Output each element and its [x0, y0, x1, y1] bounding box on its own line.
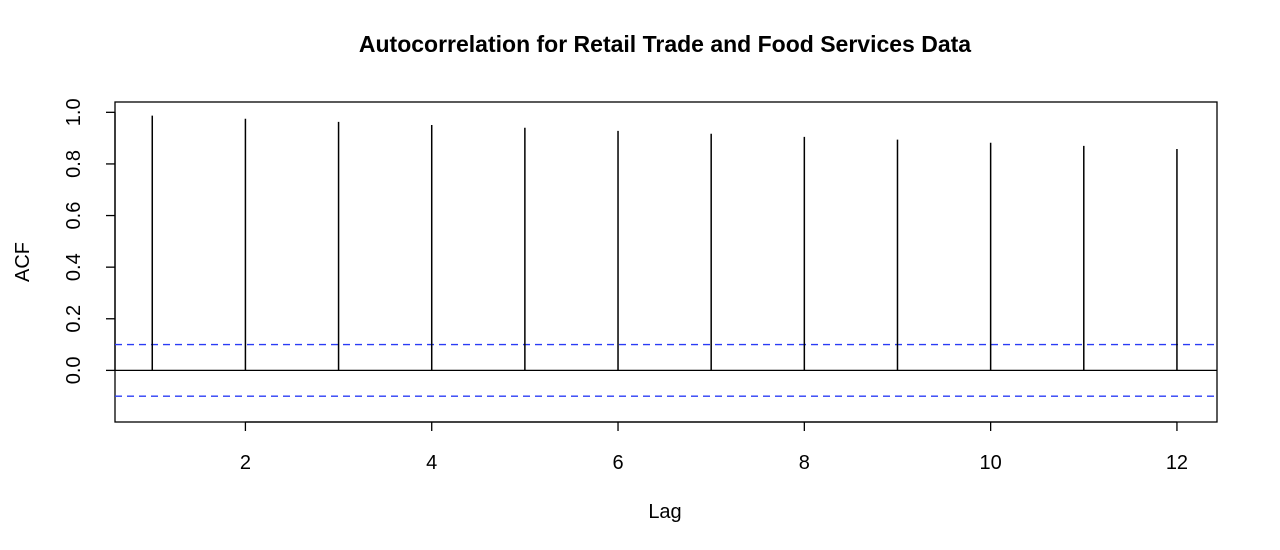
y-tick-label: 0.6 [63, 202, 85, 230]
y-tick-label: 0.4 [63, 253, 85, 281]
x-tick-label: 10 [980, 452, 1002, 474]
x-tick-label: 2 [240, 452, 251, 474]
x-tick-label: 4 [426, 452, 437, 474]
y-axis-label: ACF [12, 242, 34, 282]
y-axis: 0.0 0.2 0.4 0.6 0.8 1.0 [63, 98, 116, 384]
y-tick-label: 1.0 [63, 98, 85, 126]
plot-frame [114, 101, 1218, 423]
x-axis: 2 4 6 8 10 12 [240, 421, 1188, 474]
x-tick-label: 12 [1166, 452, 1188, 474]
x-tick-label: 6 [612, 452, 623, 474]
x-axis-label: Lag [648, 501, 681, 523]
y-tick-label: 0.8 [63, 150, 85, 178]
y-tick-label: 0.2 [63, 305, 85, 333]
y-tick-label: 0.0 [63, 356, 85, 384]
chart-title: Autocorrelation for Retail Trade and Foo… [359, 31, 971, 57]
acf-spikes [151, 115, 1178, 371]
x-tick-label: 8 [799, 452, 810, 474]
